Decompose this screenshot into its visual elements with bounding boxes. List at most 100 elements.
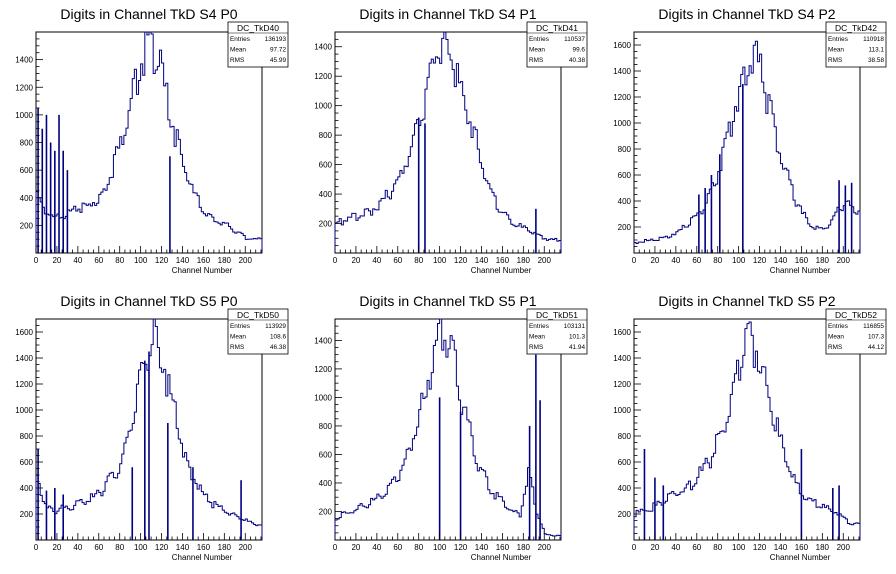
y-tick-label: 1400 xyxy=(15,354,33,363)
stats-name: DC_TkD40 xyxy=(237,23,279,33)
y-tick-label: 600 xyxy=(20,166,34,175)
stats-mean-value: 97.72 xyxy=(270,47,286,54)
stats-entries-value: 113929 xyxy=(265,323,286,330)
x-tick-label: 40 xyxy=(671,543,680,552)
stats-mean-label: Mean xyxy=(529,334,545,341)
x-tick-label: 80 xyxy=(414,543,423,552)
stats-rms-value: 40.38 xyxy=(569,57,585,64)
x-tick-label: 0 xyxy=(333,256,338,265)
x-tick-label: 20 xyxy=(351,543,360,552)
x-tick-label: 60 xyxy=(94,543,103,552)
x-tick-label: 120 xyxy=(454,543,468,552)
y-tick-label: 600 xyxy=(319,450,333,459)
y-tick-label: 800 xyxy=(20,139,34,148)
x-tick-label: 80 xyxy=(115,543,124,552)
x-tick-label: 160 xyxy=(795,543,809,552)
y-tick-label: 800 xyxy=(319,131,333,140)
y-tick-label: 1200 xyxy=(613,93,631,102)
x-axis-label: Channel Number xyxy=(770,553,831,562)
stats-mean-label: Mean xyxy=(230,334,246,341)
x-tick-label: 160 xyxy=(197,256,211,265)
x-axis-label: Channel Number xyxy=(770,266,831,275)
histogram-line xyxy=(633,321,861,540)
stats-box-frame xyxy=(825,21,887,68)
plot-frame xyxy=(334,318,562,541)
x-tick-label: 100 xyxy=(134,543,148,552)
x-tick-label: 180 xyxy=(218,543,232,552)
histogram-svg: Digits in Channel TkD S5 P2 0 20 40 60 80 100 1… xyxy=(613,293,887,562)
y-tick-label: 600 xyxy=(319,161,333,170)
histogram-svg: Digits in Channel TkD S5 P1 0 20 40 60 80 100 1… xyxy=(314,293,588,562)
y-tick-label: 600 xyxy=(618,171,632,180)
x-tick-label: 180 xyxy=(816,543,830,552)
x-tick-label: 180 xyxy=(517,256,531,265)
stats-entries-value: 110537 xyxy=(564,36,585,43)
stats-name: DC_TkD42 xyxy=(835,23,877,33)
stats-entries-label: Entries xyxy=(529,323,549,330)
stats-rms-label: RMS xyxy=(529,57,543,64)
stats-box-frame xyxy=(227,21,289,68)
y-tick-label: 1000 xyxy=(314,102,332,111)
x-axis-label: Channel Number xyxy=(471,266,532,275)
y-tick-label: 1000 xyxy=(314,393,332,402)
stats-mean-label: Mean xyxy=(828,47,844,54)
stats-rms-label: RMS xyxy=(529,344,543,351)
x-tick-label: 0 xyxy=(632,543,637,552)
x-tick-label: 0 xyxy=(333,543,338,552)
stats-box-frame xyxy=(825,308,887,355)
x-tick-label: 140 xyxy=(475,543,489,552)
stats-mean-value: 101.3 xyxy=(569,334,585,341)
histogram-svg: Digits in Channel TkD S4 P0 0 20 40 60 80 100 1… xyxy=(15,6,289,275)
histogram-svg: Digits in Channel TkD S4 P2 0 20 40 60 80 100 1… xyxy=(613,6,887,275)
y-tick-label: 1600 xyxy=(613,41,631,50)
x-tick-label: 0 xyxy=(632,256,637,265)
chart-title: Digits in Channel TkD S4 P1 xyxy=(359,6,536,22)
y-tick-label: 1600 xyxy=(613,328,631,337)
chart-title: Digits in Channel TkD S5 P1 xyxy=(359,293,536,309)
x-axis-label: Channel Number xyxy=(172,266,233,275)
histogram-line xyxy=(334,31,562,253)
histogram-pad-s4-p0: Digits in Channel TkD S4 P0 0 20 40 60 80 100 1… xyxy=(0,0,298,287)
stats-entries-label: Entries xyxy=(230,323,250,330)
y-tick-label: 1000 xyxy=(613,406,631,415)
stats-mean-label: Mean xyxy=(230,47,246,54)
histogram-line xyxy=(35,31,263,253)
x-tick-label: 100 xyxy=(433,256,447,265)
x-tick-label: 140 xyxy=(475,256,489,265)
stats-rms-label: RMS xyxy=(230,344,244,351)
x-tick-label: 20 xyxy=(52,543,61,552)
y-tick-label: 200 xyxy=(20,510,34,519)
x-tick-label: 120 xyxy=(753,543,767,552)
x-tick-label: 180 xyxy=(816,256,830,265)
x-tick-label: 100 xyxy=(732,543,746,552)
histogram-svg: Digits in Channel TkD S5 P0 0 20 40 60 80 100 1… xyxy=(15,293,289,562)
stats-rms-value: 38.58 xyxy=(868,57,884,64)
x-tick-label: 160 xyxy=(795,256,809,265)
x-tick-label: 100 xyxy=(134,256,148,265)
stats-box: DC_TkD52 Entries 116855 Mean 107.3 RMS 44.12 xyxy=(825,308,887,355)
x-tick-label: 120 xyxy=(753,256,767,265)
stats-box-frame xyxy=(526,308,588,355)
chart-title: Digits in Channel TkD S4 P0 xyxy=(60,6,237,22)
x-tick-label: 80 xyxy=(414,256,423,265)
chart-title: Digits in Channel TkD S4 P2 xyxy=(658,6,835,22)
stats-rms-value: 46.38 xyxy=(270,344,286,351)
x-tick-label: 100 xyxy=(732,256,746,265)
stats-name: DC_TkD51 xyxy=(536,310,578,320)
y-tick-label: 200 xyxy=(618,223,632,232)
y-tick-label: 1200 xyxy=(613,380,631,389)
stats-entries-value: 116855 xyxy=(863,323,884,330)
stats-mean-value: 107.3 xyxy=(868,334,884,341)
stats-entries-label: Entries xyxy=(828,323,848,330)
x-tick-label: 180 xyxy=(218,256,232,265)
y-tick-label: 600 xyxy=(618,458,632,467)
y-tick-label: 1000 xyxy=(15,406,33,415)
x-tick-label: 60 xyxy=(393,543,402,552)
y-tick-label: 400 xyxy=(319,190,333,199)
x-tick-label: 140 xyxy=(176,256,190,265)
y-tick-label: 1200 xyxy=(15,380,33,389)
chart-title: Digits in Channel TkD S5 P2 xyxy=(658,293,835,309)
stats-box: DC_TkD51 Entries 103131 Mean 101.3 RMS 41.94 xyxy=(526,308,588,355)
y-tick-label: 400 xyxy=(618,197,632,206)
x-tick-label: 180 xyxy=(517,543,531,552)
